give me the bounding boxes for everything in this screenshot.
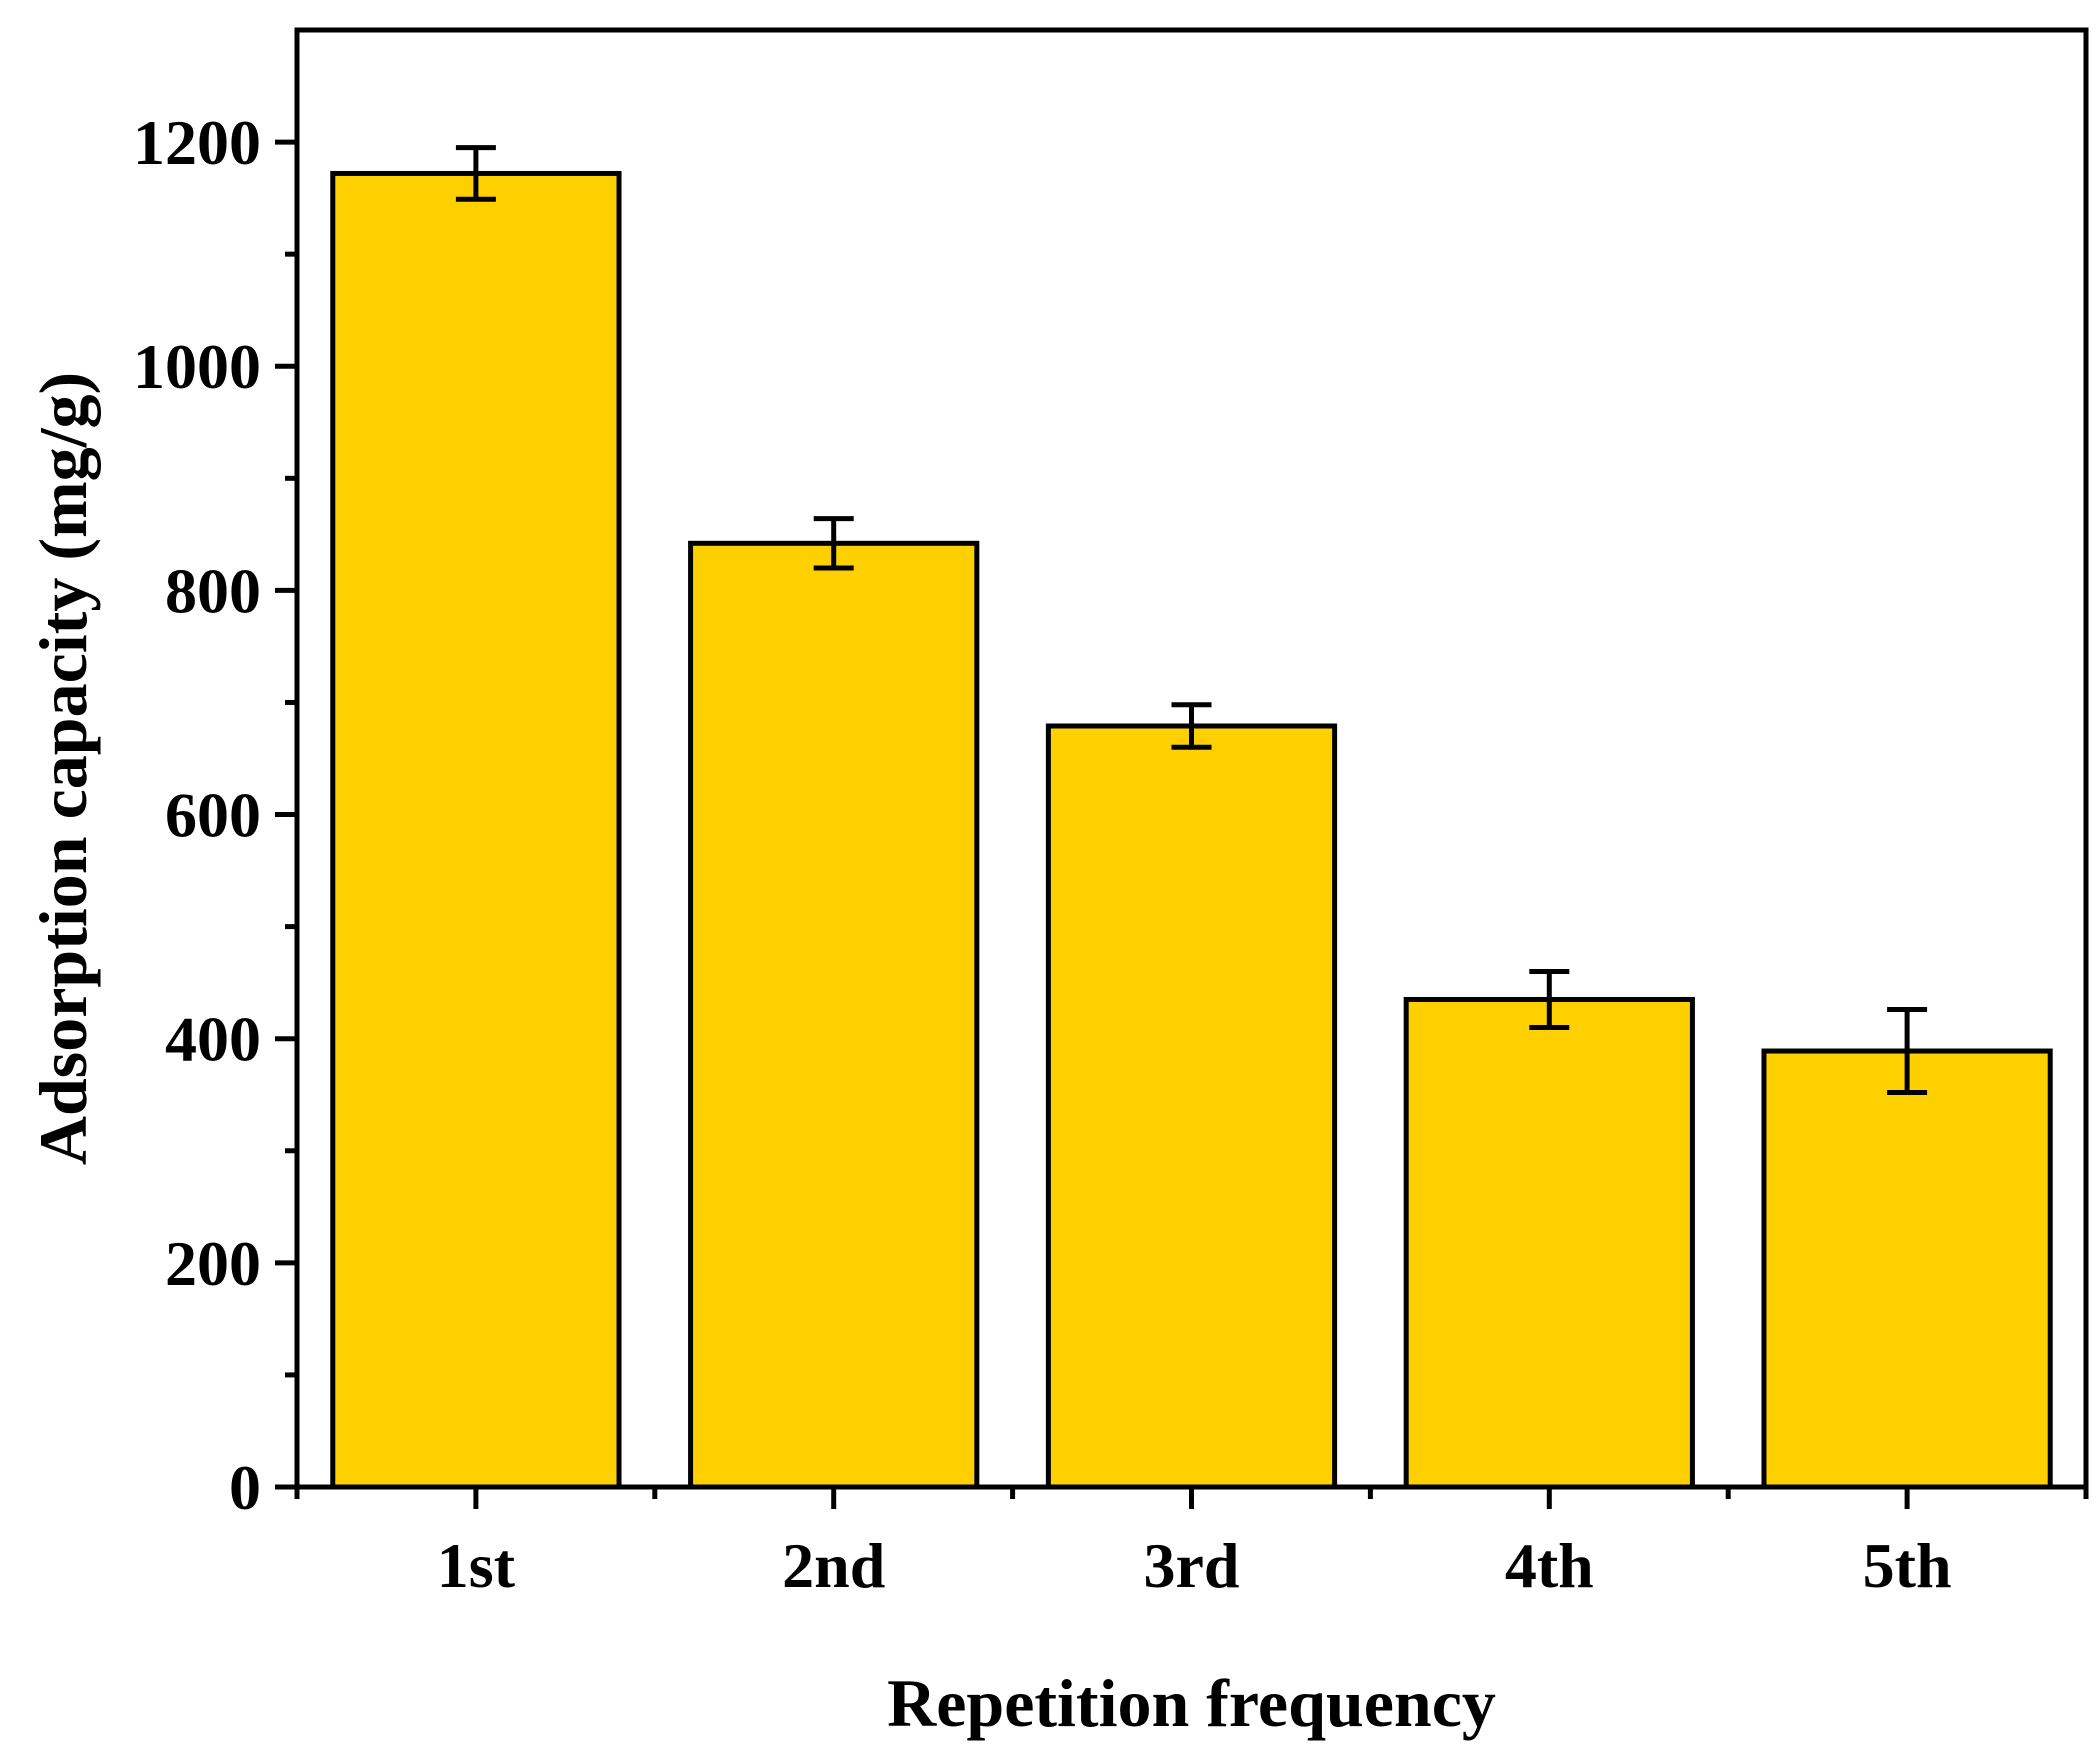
y-tick-label: 1000 xyxy=(133,331,261,402)
bars-layer xyxy=(330,170,2053,1490)
y-tick-labels: 0 200 400 600 800 1000 1200 xyxy=(133,107,261,1523)
y-tick-label: 1200 xyxy=(133,107,261,178)
x-axis-title: Repetition frequency xyxy=(887,1665,1496,1741)
axis-ticks-layer xyxy=(275,139,2089,1509)
x-tick-labels: 1st 2nd 3rd 4th 5th xyxy=(437,1530,1952,1601)
x-tick-label: 5th xyxy=(1863,1530,1952,1601)
x-tick-label: 4th xyxy=(1505,1530,1594,1601)
y-tick-label: 200 xyxy=(165,1228,261,1299)
error-bars-layer xyxy=(455,145,1928,1095)
bar-5th xyxy=(1761,1048,2053,1490)
bar-2nd xyxy=(688,540,980,1490)
y-tick-label: 800 xyxy=(165,555,261,626)
x-tick-label: 1st xyxy=(437,1530,516,1601)
x-tick-label: 3rd xyxy=(1144,1530,1240,1601)
bar-4th xyxy=(1403,996,1695,1490)
bar-3rd xyxy=(1045,723,1338,1490)
bar-1st xyxy=(330,170,622,1490)
y-axis-title: Adsorption capacity (mg/g) xyxy=(25,372,101,1165)
y-tick-label: 400 xyxy=(165,1004,261,1075)
y-tick-label: 0 xyxy=(229,1452,261,1523)
x-tick-label: 2nd xyxy=(782,1530,885,1601)
y-tick-label: 600 xyxy=(165,780,261,851)
